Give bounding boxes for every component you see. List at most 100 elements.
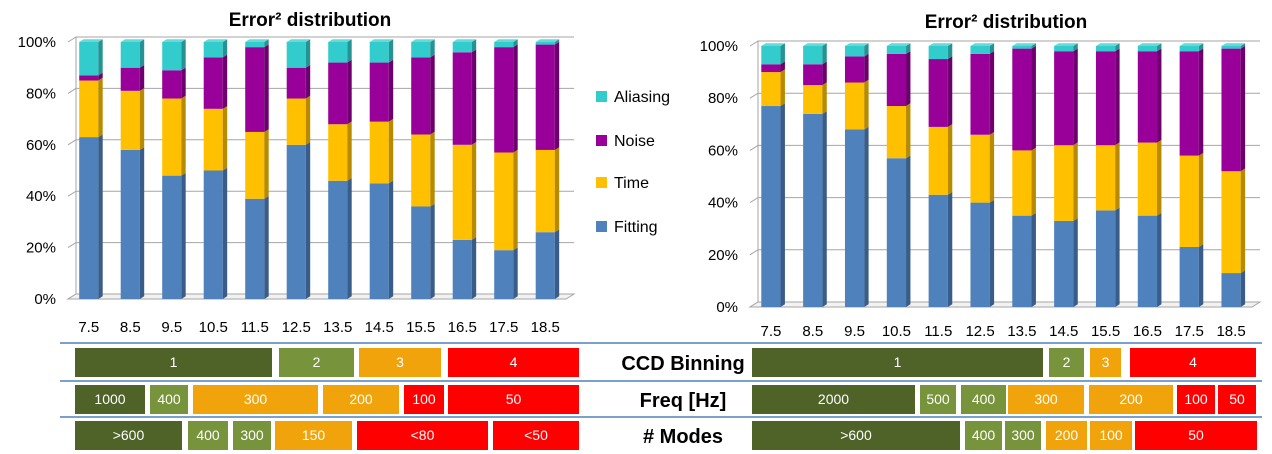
bar-aliasing (761, 46, 781, 65)
table-cell-text: 200 (1119, 391, 1143, 407)
table-cell-text: 300 (1034, 391, 1058, 407)
bar-side-time (181, 95, 186, 176)
chart-title: Error² distribution (925, 12, 1088, 33)
bar-side-aliasing (181, 39, 186, 71)
table-cell-text: 2 (1063, 354, 1071, 370)
table-cell (1090, 348, 1121, 377)
bar-side-time (264, 129, 269, 199)
legend-label-noise: Noise (614, 133, 655, 150)
bar-top-aliasing (1179, 43, 1204, 46)
x-tick-label: 14.5 (365, 319, 394, 336)
bar-aliasing (1137, 46, 1158, 52)
table-cell-text: 3 (1102, 354, 1110, 370)
table-cell (448, 385, 579, 414)
bar-top-aliasing (286, 39, 311, 42)
table-cell (1177, 385, 1215, 414)
bar-side-aliasing (822, 43, 827, 65)
x-tick-label: 17.5 (1175, 323, 1204, 340)
bar-side-fitting (305, 142, 311, 299)
bar-time (886, 106, 907, 159)
bar-top-aliasing (970, 43, 995, 46)
y-tick-label: 100% (700, 38, 738, 55)
floor (748, 301, 1262, 308)
bar-side-noise (554, 41, 560, 150)
y-axis-wall (67, 37, 77, 300)
bar-side-noise (1157, 48, 1162, 143)
bar-aliasing (369, 42, 389, 63)
x-tick-label: 11.5 (241, 319, 269, 336)
x-tick-label: 15.5 (406, 319, 435, 336)
table-cell (233, 421, 271, 450)
bar-aliasing (79, 42, 99, 76)
bar-side-time (347, 121, 352, 181)
bar-aliasing (162, 42, 182, 71)
table-cell (279, 348, 354, 377)
bar-top-aliasing (1095, 43, 1120, 46)
bar-side-noise (98, 72, 103, 81)
table-cell-text: 1 (170, 354, 178, 370)
bar-time (79, 80, 99, 138)
row-label: CCD Binning (621, 353, 744, 375)
bar-side-fitting (388, 180, 394, 299)
table-cell (448, 348, 579, 377)
y-tick-label: 100% (18, 34, 56, 51)
bar-noise (1095, 51, 1116, 146)
bar-side-noise (430, 54, 435, 135)
bar-side-noise (181, 67, 186, 99)
bar-top-aliasing (761, 43, 785, 46)
bar-fitting (120, 149, 140, 299)
bar-time (1095, 145, 1116, 211)
bar-side-fitting (1157, 212, 1162, 307)
bar-side-aliasing (264, 39, 269, 48)
bar-side-fitting (98, 134, 103, 299)
table-cell-text: 4 (510, 354, 518, 370)
table-cell (359, 348, 441, 377)
table-cell (1049, 348, 1084, 377)
gridline (749, 197, 1260, 204)
table-cell (965, 421, 1002, 450)
right-chart: Error² distribution 0% 20% 40% 60% 80% 100% 7.5… (700, 12, 1262, 340)
bar-top-aliasing (328, 39, 352, 42)
bar-top-aliasing (411, 39, 435, 42)
table-cell-text: 1 (894, 354, 902, 370)
bar-side-time (430, 131, 435, 207)
bar-side-noise (264, 44, 269, 132)
bar-time (328, 124, 348, 181)
bar-side-noise (139, 64, 145, 91)
x-tick-label: 10.5 (882, 323, 911, 340)
bar-side-fitting (1073, 218, 1078, 307)
table-cell (752, 421, 960, 450)
bar-side-noise (947, 56, 953, 127)
bar-side-noise (1198, 48, 1204, 156)
bar-side-fitting (430, 203, 435, 299)
bar-time (844, 82, 865, 130)
bar-time (761, 72, 781, 107)
gridline (749, 249, 1260, 256)
bar-side-aliasing (947, 43, 953, 60)
x-tick-label: 12.5 (965, 323, 994, 340)
x-tick-label: 14.5 (1049, 323, 1078, 340)
bar-side-fitting (513, 247, 518, 299)
table-cell (193, 385, 318, 414)
bar-fitting (369, 183, 389, 299)
table-cell (357, 421, 488, 450)
row-label: # Modes (643, 426, 723, 448)
bar-side-noise (513, 44, 518, 153)
bar-side-aliasing (1198, 43, 1204, 52)
bar-top-aliasing (120, 39, 145, 42)
bar-time (1137, 142, 1158, 216)
y-tick-label: 40% (26, 188, 56, 205)
bar-noise (844, 56, 865, 83)
bar-side-aliasing (305, 39, 311, 68)
bar-noise (535, 44, 555, 150)
bar-fitting (79, 137, 99, 299)
gridline (67, 36, 574, 43)
table-cell-text: 300 (1011, 427, 1035, 443)
bar-side-aliasing (430, 39, 435, 58)
bar-aliasing (1221, 46, 1241, 49)
bar-noise (286, 67, 306, 99)
bar-fitting (761, 106, 781, 307)
table-cell (75, 348, 272, 377)
bar-aliasing (1179, 46, 1199, 52)
